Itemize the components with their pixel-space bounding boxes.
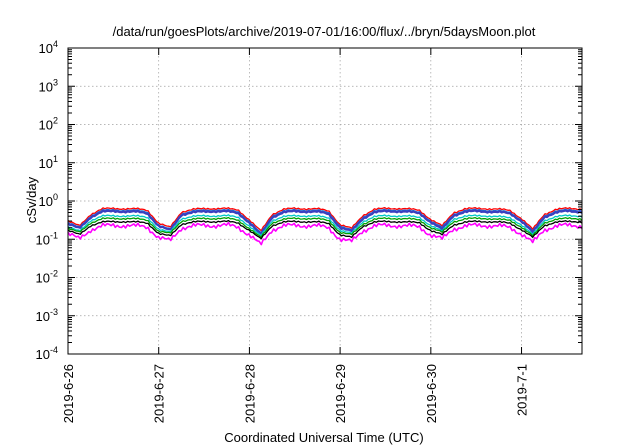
x-tick-label: 2019-6-28 [242, 364, 257, 423]
series-line [67, 221, 583, 246]
y-axis-label: cSv/day [24, 176, 39, 223]
y-tick-label: 104 [39, 39, 58, 56]
y-tick-label: 10-4 [36, 345, 58, 362]
series-line [67, 216, 583, 238]
series-line [67, 214, 583, 237]
x-tick-label: 2019-6-29 [333, 364, 348, 423]
series-group [67, 206, 583, 246]
y-tick-label: 10-1 [36, 230, 58, 247]
x-tick-label: 2019-6-27 [152, 364, 167, 423]
series-line [67, 219, 583, 240]
series-line [67, 209, 583, 236]
y-tick-label: 101 [39, 154, 58, 171]
y-tick-label: 100 [39, 192, 58, 209]
y-tick-label: 102 [39, 116, 58, 133]
grid-lines [68, 48, 582, 354]
y-tick-label: 10-3 [36, 307, 58, 324]
y-tick-label: 10-2 [36, 269, 58, 286]
chart-title: /data/run/goesPlots/archive/2019-07-01/1… [113, 24, 536, 39]
axis-ticks: 10-4 10-3 10-2 10-1 100 101 102 103 104 2019-6-26… [36, 39, 582, 423]
series-line [67, 206, 583, 232]
y-tick-label: 103 [39, 77, 58, 94]
x-axis-label: Coordinated Universal Time (UTC) [224, 430, 423, 445]
x-tick-label: 2019-7-1 [515, 364, 530, 416]
x-tick-label: 2019-6-30 [424, 364, 439, 423]
x-tick-label: 2019-6-26 [61, 364, 76, 423]
